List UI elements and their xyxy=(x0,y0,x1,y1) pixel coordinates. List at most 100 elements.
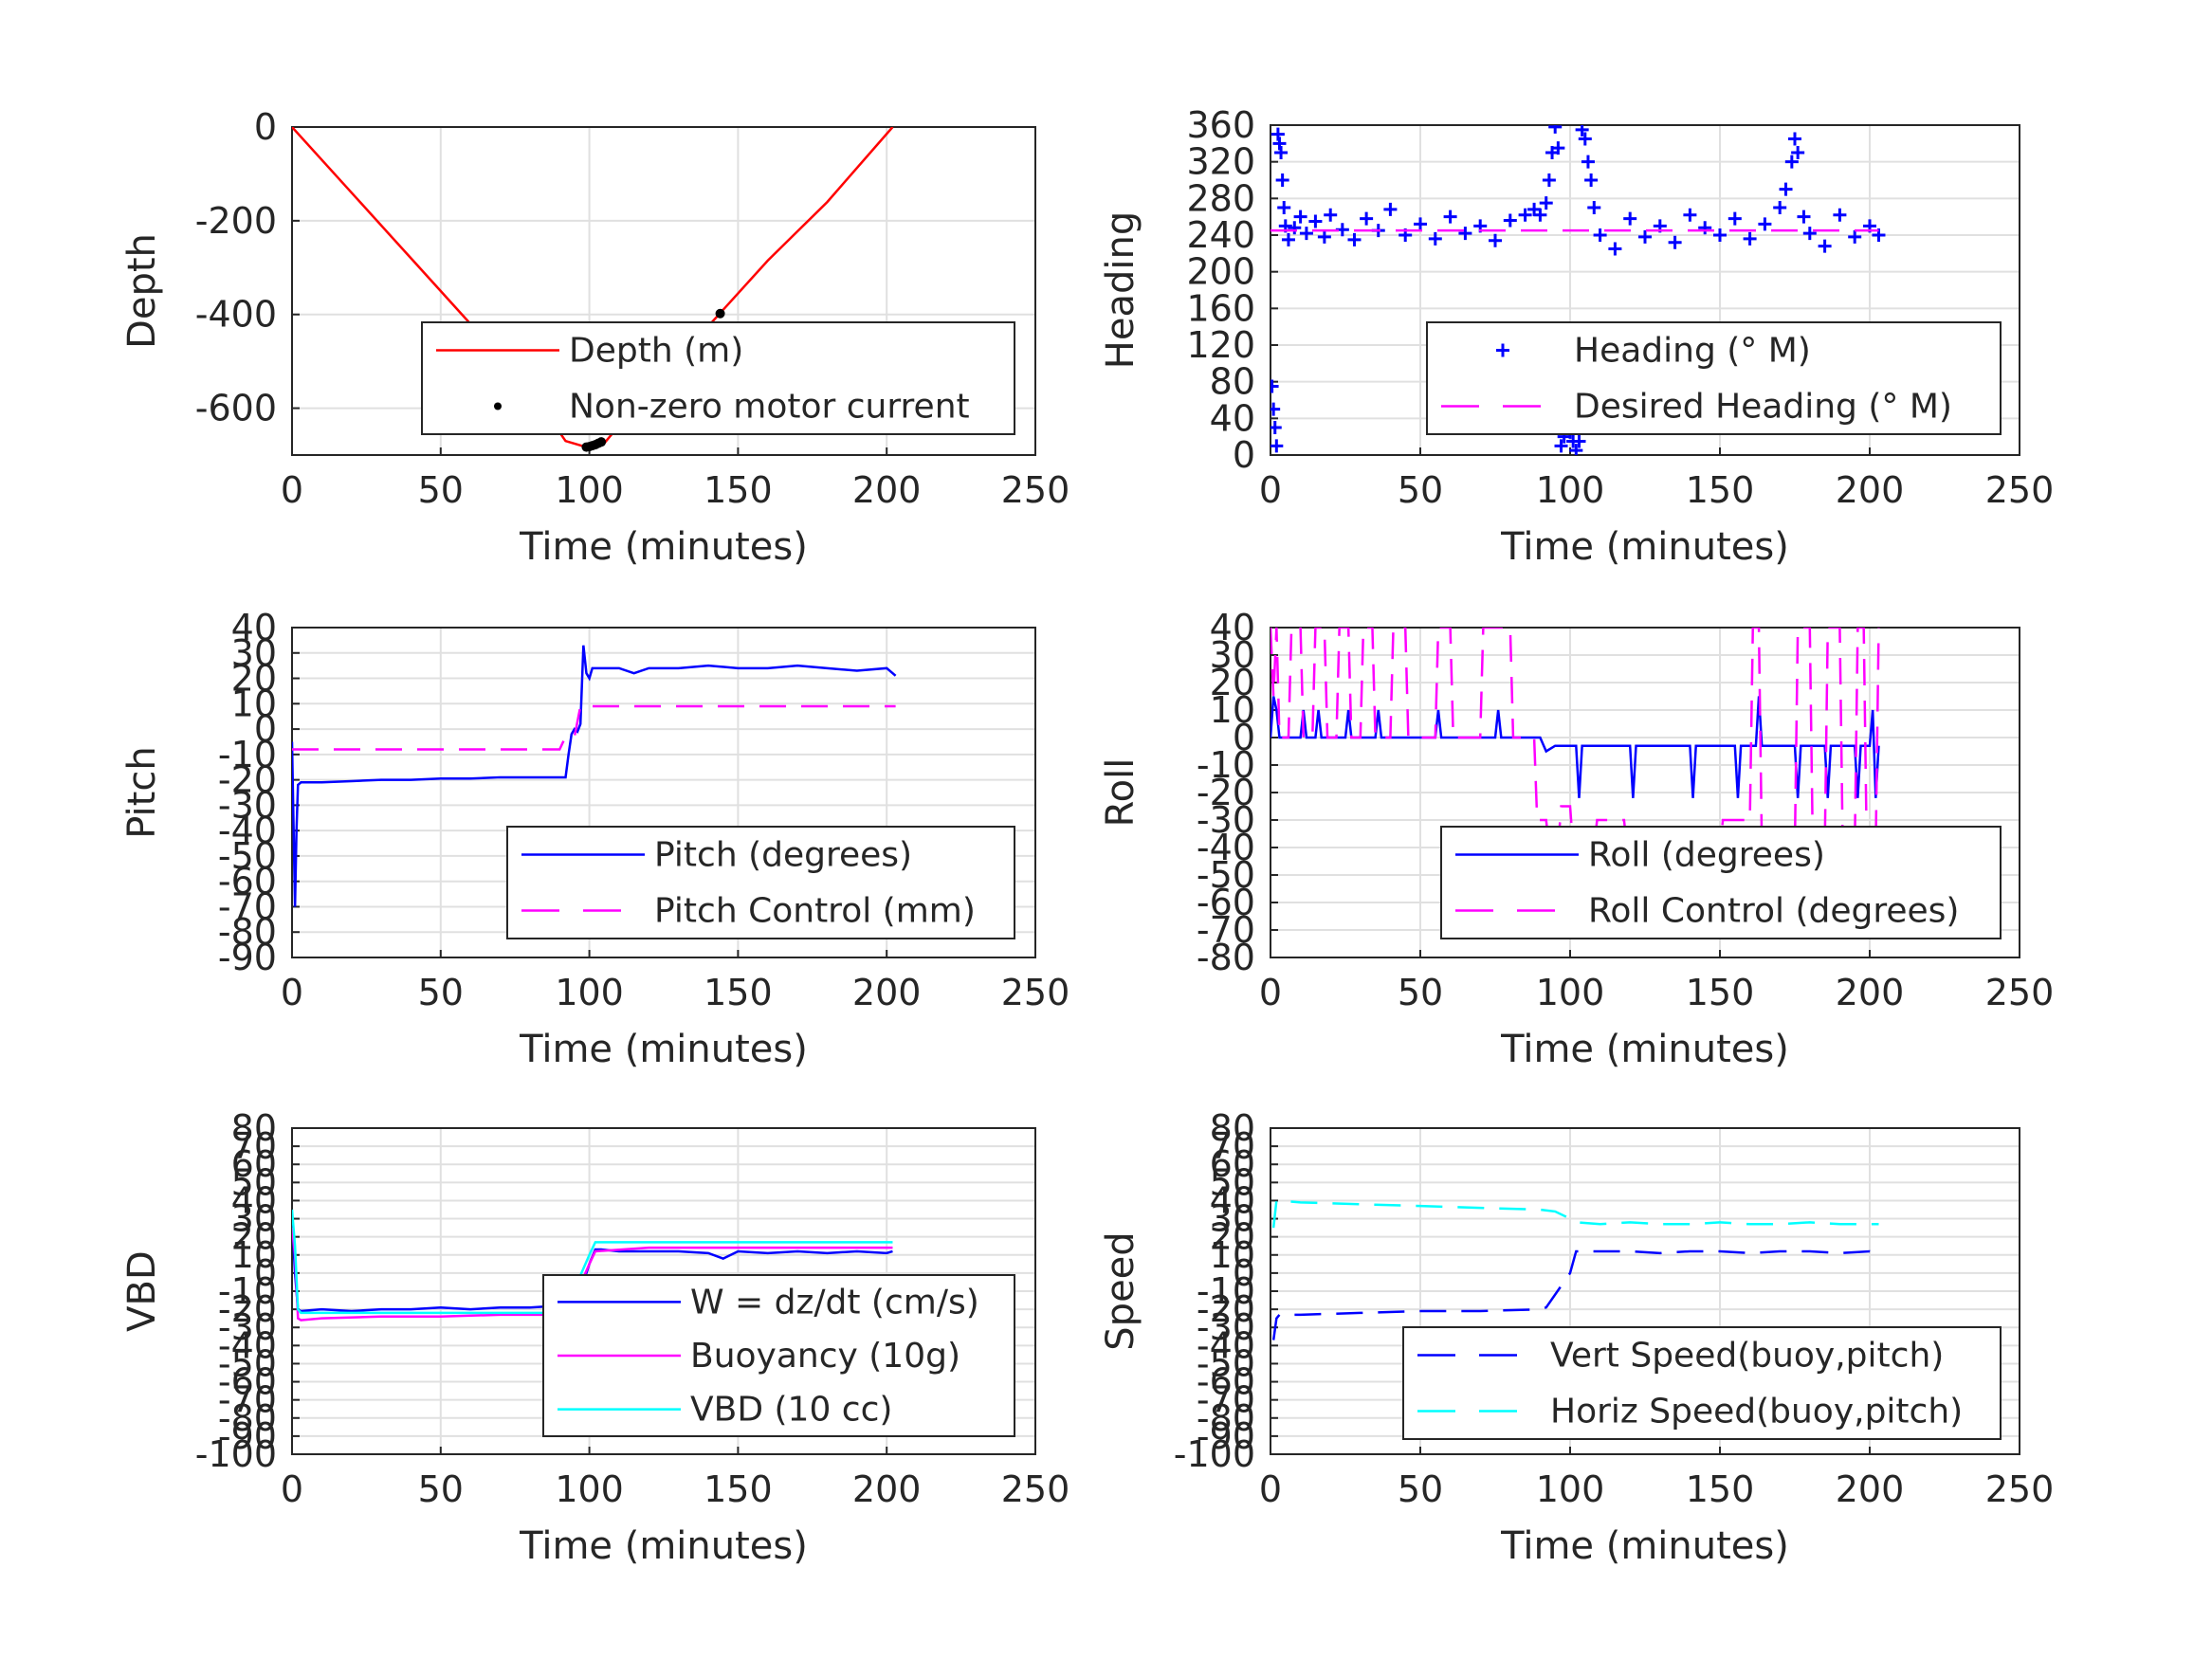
speed-y-tick-label: -50 xyxy=(1197,1342,1255,1384)
depth-x-tick-label: 150 xyxy=(704,469,773,511)
vbd-legend-label: W = dz/dt (cm/s) xyxy=(690,1283,979,1322)
heading-series-0-point xyxy=(1308,214,1323,228)
heading-y-tick-label: 40 xyxy=(1210,397,1255,439)
heading-series-0-point xyxy=(1608,242,1622,256)
roll-y-tick-label: 20 xyxy=(1210,662,1255,703)
heading-series-0-point xyxy=(1317,229,1331,244)
pitch-y-tick-label: -80 xyxy=(218,911,277,953)
roll-x-tick-label: 150 xyxy=(1686,972,1755,1013)
heading-x-axis-title: Time (minutes) xyxy=(1500,525,1789,569)
heading-series-0-point xyxy=(1848,229,1862,244)
roll-y-tick-label: -50 xyxy=(1197,854,1255,896)
depth-y-tick-label: -600 xyxy=(195,388,277,429)
heading-series-0-point xyxy=(1271,379,1279,393)
heading-legend-swatch xyxy=(1496,343,1509,357)
vbd-y-axis-title: VBD xyxy=(120,1250,164,1332)
heading-series-0-point xyxy=(1551,141,1565,155)
depth-axes-box xyxy=(291,126,1036,456)
heading-series-0-point xyxy=(1575,125,1589,137)
pitch-y-tick-label: -20 xyxy=(218,759,277,801)
pitch-x-tick-label: 0 xyxy=(281,972,303,1013)
vbd-legend-label: Buoyancy (10g) xyxy=(690,1337,960,1376)
depth-legend-label: Depth (m) xyxy=(569,332,743,371)
heading-series-0-point xyxy=(1797,210,1811,224)
heading-series-0-point xyxy=(1277,201,1291,214)
depth-plot-area xyxy=(292,127,894,452)
pitch-y-tick-label: -50 xyxy=(218,835,277,877)
roll-y-tick-label: -80 xyxy=(1197,937,1255,978)
vbd-x-tick-label: 150 xyxy=(704,1468,773,1510)
chart-pitch: 0 50 100 150 200 250-90-80-70-60-50-40-30-20-… xyxy=(120,607,1069,1071)
heading-series-0-point xyxy=(1458,227,1472,241)
heading-legend-label: Heading (° M) xyxy=(1574,332,1811,371)
heading-series-0-point xyxy=(1548,125,1563,134)
depth-x-tick-label: 0 xyxy=(281,469,303,511)
pitch-x-tick-label: 50 xyxy=(418,972,464,1013)
roll-x-tick-label: 200 xyxy=(1836,972,1905,1013)
depth-series-1-point xyxy=(715,308,725,319)
pitch-x-tick-label: 250 xyxy=(1001,972,1070,1013)
heading-y-tick-label: 80 xyxy=(1210,361,1255,403)
speed-x-tick-label: 200 xyxy=(1836,1468,1905,1510)
heading-series-0-point xyxy=(1791,146,1805,159)
vbd-x-axis-title: Time (minutes) xyxy=(519,1524,808,1568)
vbd-y-tick-label: -40 xyxy=(218,1324,277,1366)
heading-series-0-point xyxy=(1288,221,1302,235)
pitch-x-tick-label: 100 xyxy=(555,972,624,1013)
speed-y-axis-title: Speed xyxy=(1099,1231,1143,1350)
heading-series-0-point xyxy=(1802,227,1817,241)
depth-y-axis-title: Depth xyxy=(120,233,164,349)
pitch-y-tick-label: -90 xyxy=(218,937,277,978)
heading-series-0-point xyxy=(1569,444,1583,455)
roll-series-0-line xyxy=(1271,696,1880,798)
vbd-y-tick-label: -100 xyxy=(195,1433,277,1475)
heading-series-0-point xyxy=(1293,210,1307,224)
heading-series-0-point xyxy=(1818,239,1832,253)
heading-series-0-point xyxy=(1788,132,1801,146)
heading-legend-label: Desired Heading (° M) xyxy=(1574,388,1952,427)
vbd-y-tick-label: 80 xyxy=(231,1107,277,1149)
heading-series-0-point xyxy=(1743,231,1757,246)
pitch-y-tick-label: 40 xyxy=(231,607,277,648)
heading-x-tick-label: 150 xyxy=(1686,469,1755,511)
vbd-x-tick-label: 0 xyxy=(281,1468,303,1510)
roll-x-tick-label: 250 xyxy=(1985,972,2055,1013)
heading-x-tick-label: 200 xyxy=(1836,469,1905,511)
speed-y-tick-label: 20 xyxy=(1210,1216,1255,1258)
heading-series-0-point xyxy=(1347,232,1362,246)
roll-legend-label: Roll Control (degrees) xyxy=(1588,892,1959,931)
speed-y-tick-label: 50 xyxy=(1210,1161,1255,1203)
heading-series-0-point xyxy=(1554,439,1568,453)
vbd-y-tick-label: -30 xyxy=(218,1306,277,1348)
roll-legend: Roll (degrees) Roll Control (degrees) xyxy=(1440,826,2002,939)
pitch-series-1-line xyxy=(292,704,896,751)
heading-x-tick-label: 50 xyxy=(1398,469,1443,511)
speed-y-tick-label: -90 xyxy=(1197,1415,1255,1457)
speed-y-tick-label: 70 xyxy=(1210,1125,1255,1167)
depth-y-tick-label: -200 xyxy=(195,200,277,242)
pitch-series-0-line xyxy=(292,645,897,907)
heading-series-0-point xyxy=(1668,235,1682,249)
speed-y-tick-label: -20 xyxy=(1197,1288,1255,1330)
vbd-y-tick-label: 70 xyxy=(231,1125,277,1167)
roll-y-tick-label: 30 xyxy=(1210,634,1255,676)
speed-x-axis-title: Time (minutes) xyxy=(1500,1524,1789,1568)
vbd-legend: W = dz/dt (cm/s) Buoyancy (10g) VBD (10 cc… xyxy=(542,1274,1015,1437)
depth-legend-box xyxy=(421,321,1015,435)
vbd-y-tick-label: 30 xyxy=(231,1198,277,1240)
roll-y-tick-label: -60 xyxy=(1197,882,1255,923)
pitch-y-axis-title: Pitch xyxy=(120,746,164,838)
heading-series-0-point xyxy=(1758,217,1772,231)
heading-series-0-point xyxy=(1584,173,1599,187)
pitch-x-tick-label: 200 xyxy=(852,972,922,1013)
heading-series-0-point xyxy=(1275,173,1289,187)
heading-y-tick-label: 120 xyxy=(1186,324,1255,366)
heading-series-0-point xyxy=(1272,137,1287,151)
vbd-y-tick-label: 0 xyxy=(254,1252,277,1294)
roll-y-tick-label: -40 xyxy=(1197,827,1255,868)
vbd-y-tick-label: -20 xyxy=(218,1288,277,1330)
heading-series-0-point xyxy=(1728,211,1742,226)
vbd-legend-label: VBD (10 cc) xyxy=(690,1391,892,1430)
pitch-legend-label: Pitch Control (mm) xyxy=(654,892,976,931)
speed-y-tick-label: 10 xyxy=(1210,1234,1255,1276)
